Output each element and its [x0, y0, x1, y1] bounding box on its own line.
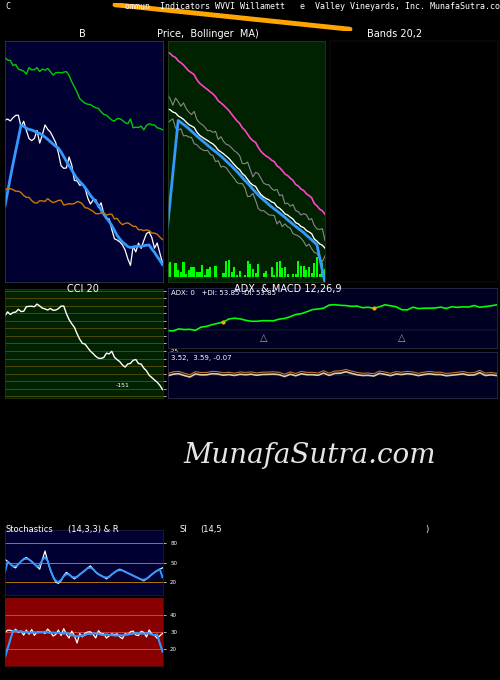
Bar: [230, 271, 232, 277]
Text: ADX  & MACD 12,26,9: ADX & MACD 12,26,9: [234, 284, 341, 294]
Text: CCI 20: CCI 20: [66, 284, 98, 294]
Bar: [316, 256, 318, 277]
Bar: [292, 274, 294, 277]
Bar: [314, 263, 316, 277]
Bar: [180, 272, 182, 277]
Bar: [322, 263, 324, 277]
Bar: [262, 273, 264, 277]
Bar: [265, 271, 268, 277]
Bar: [278, 261, 280, 277]
Text: Bands 20,2: Bands 20,2: [368, 29, 422, 39]
Bar: [233, 267, 235, 277]
Text: -151: -151: [116, 383, 130, 388]
Text: e  Valley Vineyards, Inc. MunafaSutra.com: e Valley Vineyards, Inc. MunafaSutra.com: [300, 2, 500, 11]
Bar: [276, 262, 278, 277]
Bar: [252, 269, 254, 277]
Bar: [257, 265, 260, 277]
Bar: [270, 267, 272, 277]
Text: ADX: 0   +DI: 53.85 -DI: 53.85: ADX: 0 +DI: 53.85 -DI: 53.85: [171, 290, 276, 296]
Text: Stochastics: Stochastics: [5, 525, 53, 534]
Text: Price,  Bollinger  MA): Price, Bollinger MA): [156, 29, 258, 39]
Bar: [188, 270, 190, 277]
Bar: [185, 273, 188, 277]
Text: 3.52,  3.59, -0.07: 3.52, 3.59, -0.07: [171, 355, 232, 361]
Text: ommun  Indicators WVVI Willamett: ommun Indicators WVVI Willamett: [125, 2, 285, 11]
Bar: [190, 267, 192, 277]
Bar: [273, 275, 276, 277]
Bar: [294, 273, 296, 277]
Bar: [324, 269, 326, 277]
Bar: [305, 270, 308, 277]
Bar: [246, 261, 248, 277]
Bar: [228, 260, 230, 277]
Bar: [193, 267, 196, 277]
Text: B: B: [79, 29, 86, 39]
Bar: [166, 264, 168, 277]
Bar: [297, 261, 300, 277]
Bar: [286, 275, 288, 277]
Bar: [310, 273, 312, 277]
Bar: [222, 273, 224, 277]
Bar: [238, 271, 240, 277]
Bar: [169, 262, 171, 277]
Bar: [198, 272, 200, 277]
Bar: [201, 265, 203, 277]
Bar: [214, 266, 216, 277]
Bar: [244, 275, 246, 277]
Text: ): ): [425, 525, 428, 534]
Bar: [182, 262, 184, 277]
Bar: [308, 267, 310, 277]
Bar: [249, 264, 252, 277]
Bar: [174, 263, 176, 277]
Bar: [177, 270, 179, 277]
Bar: [318, 273, 320, 277]
Bar: [196, 272, 198, 277]
Bar: [204, 275, 206, 277]
Bar: [206, 269, 208, 277]
Bar: [284, 267, 286, 277]
Bar: [254, 273, 256, 277]
Bar: [300, 267, 302, 277]
Text: △: △: [260, 333, 267, 343]
Text: SI: SI: [180, 525, 188, 534]
Bar: [281, 268, 283, 277]
Text: (14,5: (14,5: [200, 525, 222, 534]
Bar: [225, 260, 228, 277]
Text: △: △: [398, 333, 406, 343]
Bar: [236, 275, 238, 277]
Text: MunafaSutra.com: MunafaSutra.com: [184, 442, 436, 469]
Bar: [302, 266, 304, 277]
Text: (14,3,3) & R: (14,3,3) & R: [68, 525, 118, 534]
Bar: [209, 267, 212, 277]
Text: C: C: [5, 2, 10, 11]
